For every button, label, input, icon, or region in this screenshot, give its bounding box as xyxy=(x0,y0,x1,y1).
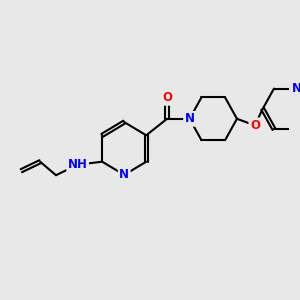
Text: O: O xyxy=(250,119,260,132)
Text: NH: NH xyxy=(68,158,88,171)
Text: N: N xyxy=(184,112,195,125)
Text: O: O xyxy=(162,91,172,104)
Text: N: N xyxy=(119,168,129,182)
Text: N: N xyxy=(292,82,300,95)
